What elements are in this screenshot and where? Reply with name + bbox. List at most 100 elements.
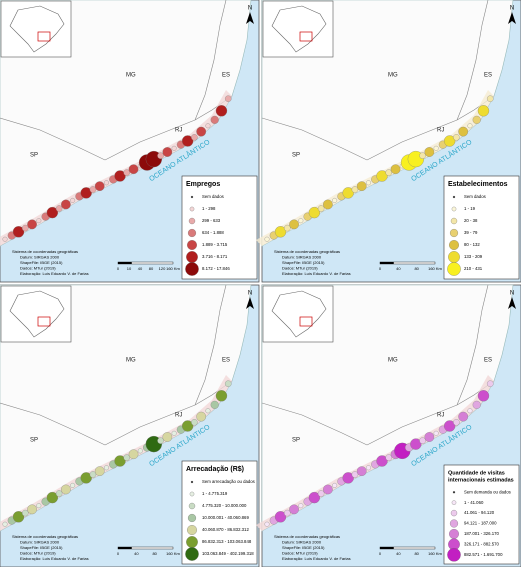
municipality-symbol bbox=[171, 430, 177, 436]
municipality-symbol bbox=[289, 504, 299, 515]
credit-line: Dados: MTur (2019) bbox=[282, 266, 318, 271]
municipality-symbol bbox=[46, 491, 59, 504]
legend-swatch bbox=[190, 480, 194, 484]
scale-label: 160 Km bbox=[428, 266, 442, 271]
state-label: RJ bbox=[175, 413, 182, 419]
municipality-symbol bbox=[80, 187, 92, 199]
legend-swatch bbox=[451, 206, 457, 212]
inset-brazil bbox=[9, 290, 65, 338]
legend-label: Sem demanda ou dados bbox=[464, 489, 511, 494]
municipality-symbol bbox=[472, 400, 481, 409]
legend-label: 94.121 - 187.000 bbox=[464, 521, 497, 526]
scale-label: 10 bbox=[127, 266, 132, 271]
legend-title: Empregos bbox=[186, 181, 220, 188]
scale-label: 160 Km bbox=[428, 551, 442, 556]
municipality-symbol bbox=[458, 411, 469, 422]
scale-label: 80 bbox=[414, 551, 419, 556]
municipality-symbol bbox=[385, 169, 393, 176]
scale-label: 40 bbox=[396, 551, 401, 556]
legend-label: 1 - 19 bbox=[464, 206, 476, 211]
municipality-symbol bbox=[443, 420, 456, 432]
municipality-symbol bbox=[157, 437, 164, 444]
legend-label: 3.716 - 8.171 bbox=[202, 254, 228, 259]
credit-line: Dados: MTur (2019) bbox=[282, 551, 318, 556]
scale-bar-fill bbox=[380, 547, 394, 549]
municipality-symbol bbox=[356, 181, 367, 191]
scale-label: 40 bbox=[134, 551, 139, 556]
credit-line: Datum: SIRGAS 2000 bbox=[282, 255, 322, 260]
north-arrow-label: N bbox=[248, 291, 252, 297]
municipality-symbol bbox=[104, 180, 109, 186]
municipality-symbol bbox=[433, 145, 439, 151]
legend-label: 103.063.849 - 402.199.318 bbox=[202, 551, 254, 556]
municipality-symbol bbox=[89, 186, 97, 193]
legend-label: 299 - 633 bbox=[202, 218, 221, 223]
inset-brazil bbox=[271, 5, 327, 53]
municipality-symbol bbox=[123, 169, 131, 176]
state-border bbox=[194, 284, 227, 406]
municipality-symbol bbox=[486, 95, 494, 102]
credit-line: ShapeFile: IBGE (2015) bbox=[20, 545, 63, 550]
municipality-symbol bbox=[70, 482, 76, 488]
municipality-symbol bbox=[472, 115, 481, 124]
legend-label: 187.001 - 326.170 bbox=[464, 531, 499, 536]
municipality-symbol bbox=[264, 236, 270, 242]
legend-label: Sem arrecadação ou dados bbox=[202, 479, 255, 484]
municipality-symbol bbox=[410, 438, 422, 450]
state-label: ES bbox=[222, 358, 230, 364]
municipality-symbol bbox=[61, 484, 71, 495]
inset-brazil bbox=[9, 5, 65, 53]
municipality-symbol bbox=[210, 115, 219, 124]
municipality-symbol bbox=[123, 454, 131, 461]
municipality-symbol bbox=[477, 390, 490, 402]
municipality-symbol bbox=[366, 180, 371, 186]
state-border bbox=[194, 0, 227, 121]
scale-label: 160 Km bbox=[166, 266, 180, 271]
municipality-symbol bbox=[308, 206, 321, 219]
legend-label: 39 - 79 bbox=[464, 230, 478, 235]
municipality-symbol bbox=[385, 454, 393, 461]
scale-label: 120 bbox=[159, 266, 166, 271]
municipality-symbol bbox=[323, 199, 333, 210]
inset-brazil bbox=[271, 290, 327, 338]
legend-title: Estabelecimentos bbox=[448, 181, 508, 188]
north-arrow bbox=[508, 12, 516, 24]
north-arrow-label: N bbox=[510, 291, 514, 297]
municipality-symbol bbox=[196, 411, 207, 422]
credit-line: Sistema de coordenadas geográficas bbox=[274, 249, 340, 254]
municipality-symbol bbox=[2, 236, 8, 242]
state-label: ES bbox=[222, 73, 230, 79]
legend-swatch bbox=[187, 513, 197, 523]
municipality-symbol bbox=[351, 186, 359, 193]
legend-swatch bbox=[449, 528, 459, 539]
state-label: ES bbox=[484, 358, 492, 364]
municipality-symbol bbox=[332, 482, 338, 488]
municipality-symbol bbox=[80, 472, 92, 484]
inset-highlight bbox=[299, 31, 313, 42]
legend-label: 86.832.313 - 103.063.848 bbox=[202, 539, 252, 544]
municipality-symbol bbox=[191, 134, 198, 141]
scale-label: 0 bbox=[117, 266, 120, 271]
municipality-symbol bbox=[419, 437, 426, 444]
credit-line: ShapeFile: IBGE (2015) bbox=[20, 260, 63, 265]
municipality-symbol bbox=[342, 187, 354, 199]
municipality-symbol bbox=[128, 164, 139, 175]
legend-label: 40.060.870 - 86.832.312 bbox=[202, 527, 249, 532]
municipality-symbol bbox=[433, 430, 439, 436]
north-arrow bbox=[246, 12, 254, 24]
municipality-symbol bbox=[424, 147, 435, 157]
state-border bbox=[456, 0, 489, 121]
legend-swatch bbox=[187, 228, 197, 238]
scale-bar-fill bbox=[118, 547, 132, 549]
credit-line: Elaboração: Luís Eduardo V. de Farias bbox=[20, 556, 89, 561]
municipality-symbol bbox=[477, 105, 490, 117]
legend-label: 10.000.001 - 40.060.869 bbox=[202, 515, 249, 520]
scale-label: 80 bbox=[149, 266, 154, 271]
municipality-symbol bbox=[443, 135, 456, 147]
legend-swatch bbox=[449, 228, 459, 238]
municipality-symbol bbox=[55, 490, 63, 497]
state-label: RJ bbox=[437, 128, 444, 134]
municipality-symbol bbox=[196, 126, 207, 137]
